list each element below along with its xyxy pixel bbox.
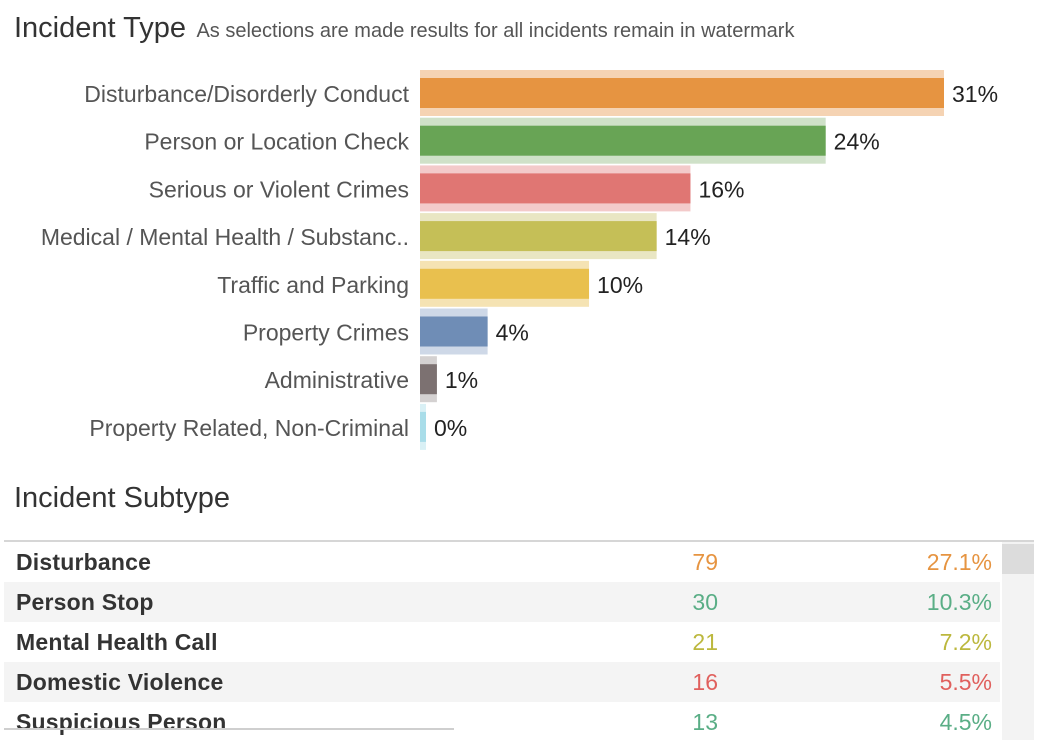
chart-title: Incident Type <box>14 12 186 44</box>
subtype-name: Disturbance <box>16 549 152 575</box>
table-row[interactable]: Mental Health Call 21 7.2% <box>4 622 1000 662</box>
bar[interactable] <box>420 173 691 204</box>
bar[interactable] <box>420 364 437 395</box>
bar[interactable] <box>420 268 590 299</box>
category-label[interactable]: Medical / Mental Health / Substanc.. <box>41 224 409 250</box>
category-label[interactable]: Property Related, Non-Criminal <box>89 415 409 441</box>
chart-subtitle: As selections are made results for all i… <box>196 20 795 42</box>
table-scrollbar-thumb[interactable] <box>1002 544 1034 574</box>
subtype-table: Disturbance 79 27.1% Person Stop 30 10.3% Ment… <box>4 540 1034 740</box>
subtype-name: Mental Health Call <box>16 629 218 655</box>
category-label[interactable]: Traffic and Parking <box>217 272 409 298</box>
subtype-name: Person Stop <box>16 589 154 615</box>
value-label: 24% <box>834 129 880 155</box>
table-row[interactable]: Suspicious Person 13 4.5% <box>4 702 1000 740</box>
category-label[interactable]: Person or Location Check <box>144 129 409 155</box>
bar[interactable] <box>420 125 826 156</box>
subtype-percent: 5.5% <box>939 669 992 695</box>
value-label: 16% <box>698 176 744 202</box>
category-label[interactable]: Serious or Violent Crimes <box>149 176 409 202</box>
subtype-percent: 4.5% <box>939 709 992 735</box>
table-row[interactable]: Disturbance 79 27.1% <box>4 542 1000 582</box>
subtype-count: 21 <box>692 629 718 655</box>
subtype-name: Domestic Violence <box>16 669 224 695</box>
value-label: 31% <box>952 81 998 107</box>
table-bottom-divider <box>4 728 454 730</box>
category-label[interactable]: Property Crimes <box>243 320 409 346</box>
subtype-percent: 7.2% <box>939 629 992 655</box>
subtype-title: Incident Subtype <box>14 482 231 514</box>
subtype-percent: 10.3% <box>926 589 992 615</box>
subtype-percent: 27.1% <box>926 549 992 575</box>
bar[interactable] <box>420 221 657 252</box>
subtype-count: 16 <box>692 669 718 695</box>
category-label[interactable]: Disturbance/Disorderly Conduct <box>84 81 409 107</box>
table-row[interactable]: Person Stop 30 10.3% <box>4 582 1000 622</box>
chart-header: Incident Type As selections are made res… <box>14 12 794 45</box>
bar[interactable] <box>420 411 426 442</box>
value-label: 0% <box>434 415 467 441</box>
value-label: 10% <box>597 272 643 298</box>
bar[interactable] <box>420 78 944 108</box>
incident-type-bar-chart: Disturbance/Disorderly Conduct 31% Person … <box>41 70 998 450</box>
value-label: 1% <box>445 367 478 393</box>
subtype-table-body: Disturbance 79 27.1% Person Stop 30 10.3% Ment… <box>4 542 1034 740</box>
value-label: 4% <box>496 320 529 346</box>
value-label: 14% <box>665 224 711 250</box>
table-scrollbar[interactable] <box>1002 542 1034 740</box>
category-label[interactable]: Administrative <box>265 367 409 393</box>
subtype-count: 30 <box>692 589 718 615</box>
subtype-count: 79 <box>692 549 718 575</box>
subtype-name: Suspicious Person <box>16 709 227 735</box>
subtype-count: 13 <box>692 709 718 735</box>
bar[interactable] <box>420 316 488 347</box>
table-row[interactable]: Domestic Violence 16 5.5% <box>4 662 1000 702</box>
